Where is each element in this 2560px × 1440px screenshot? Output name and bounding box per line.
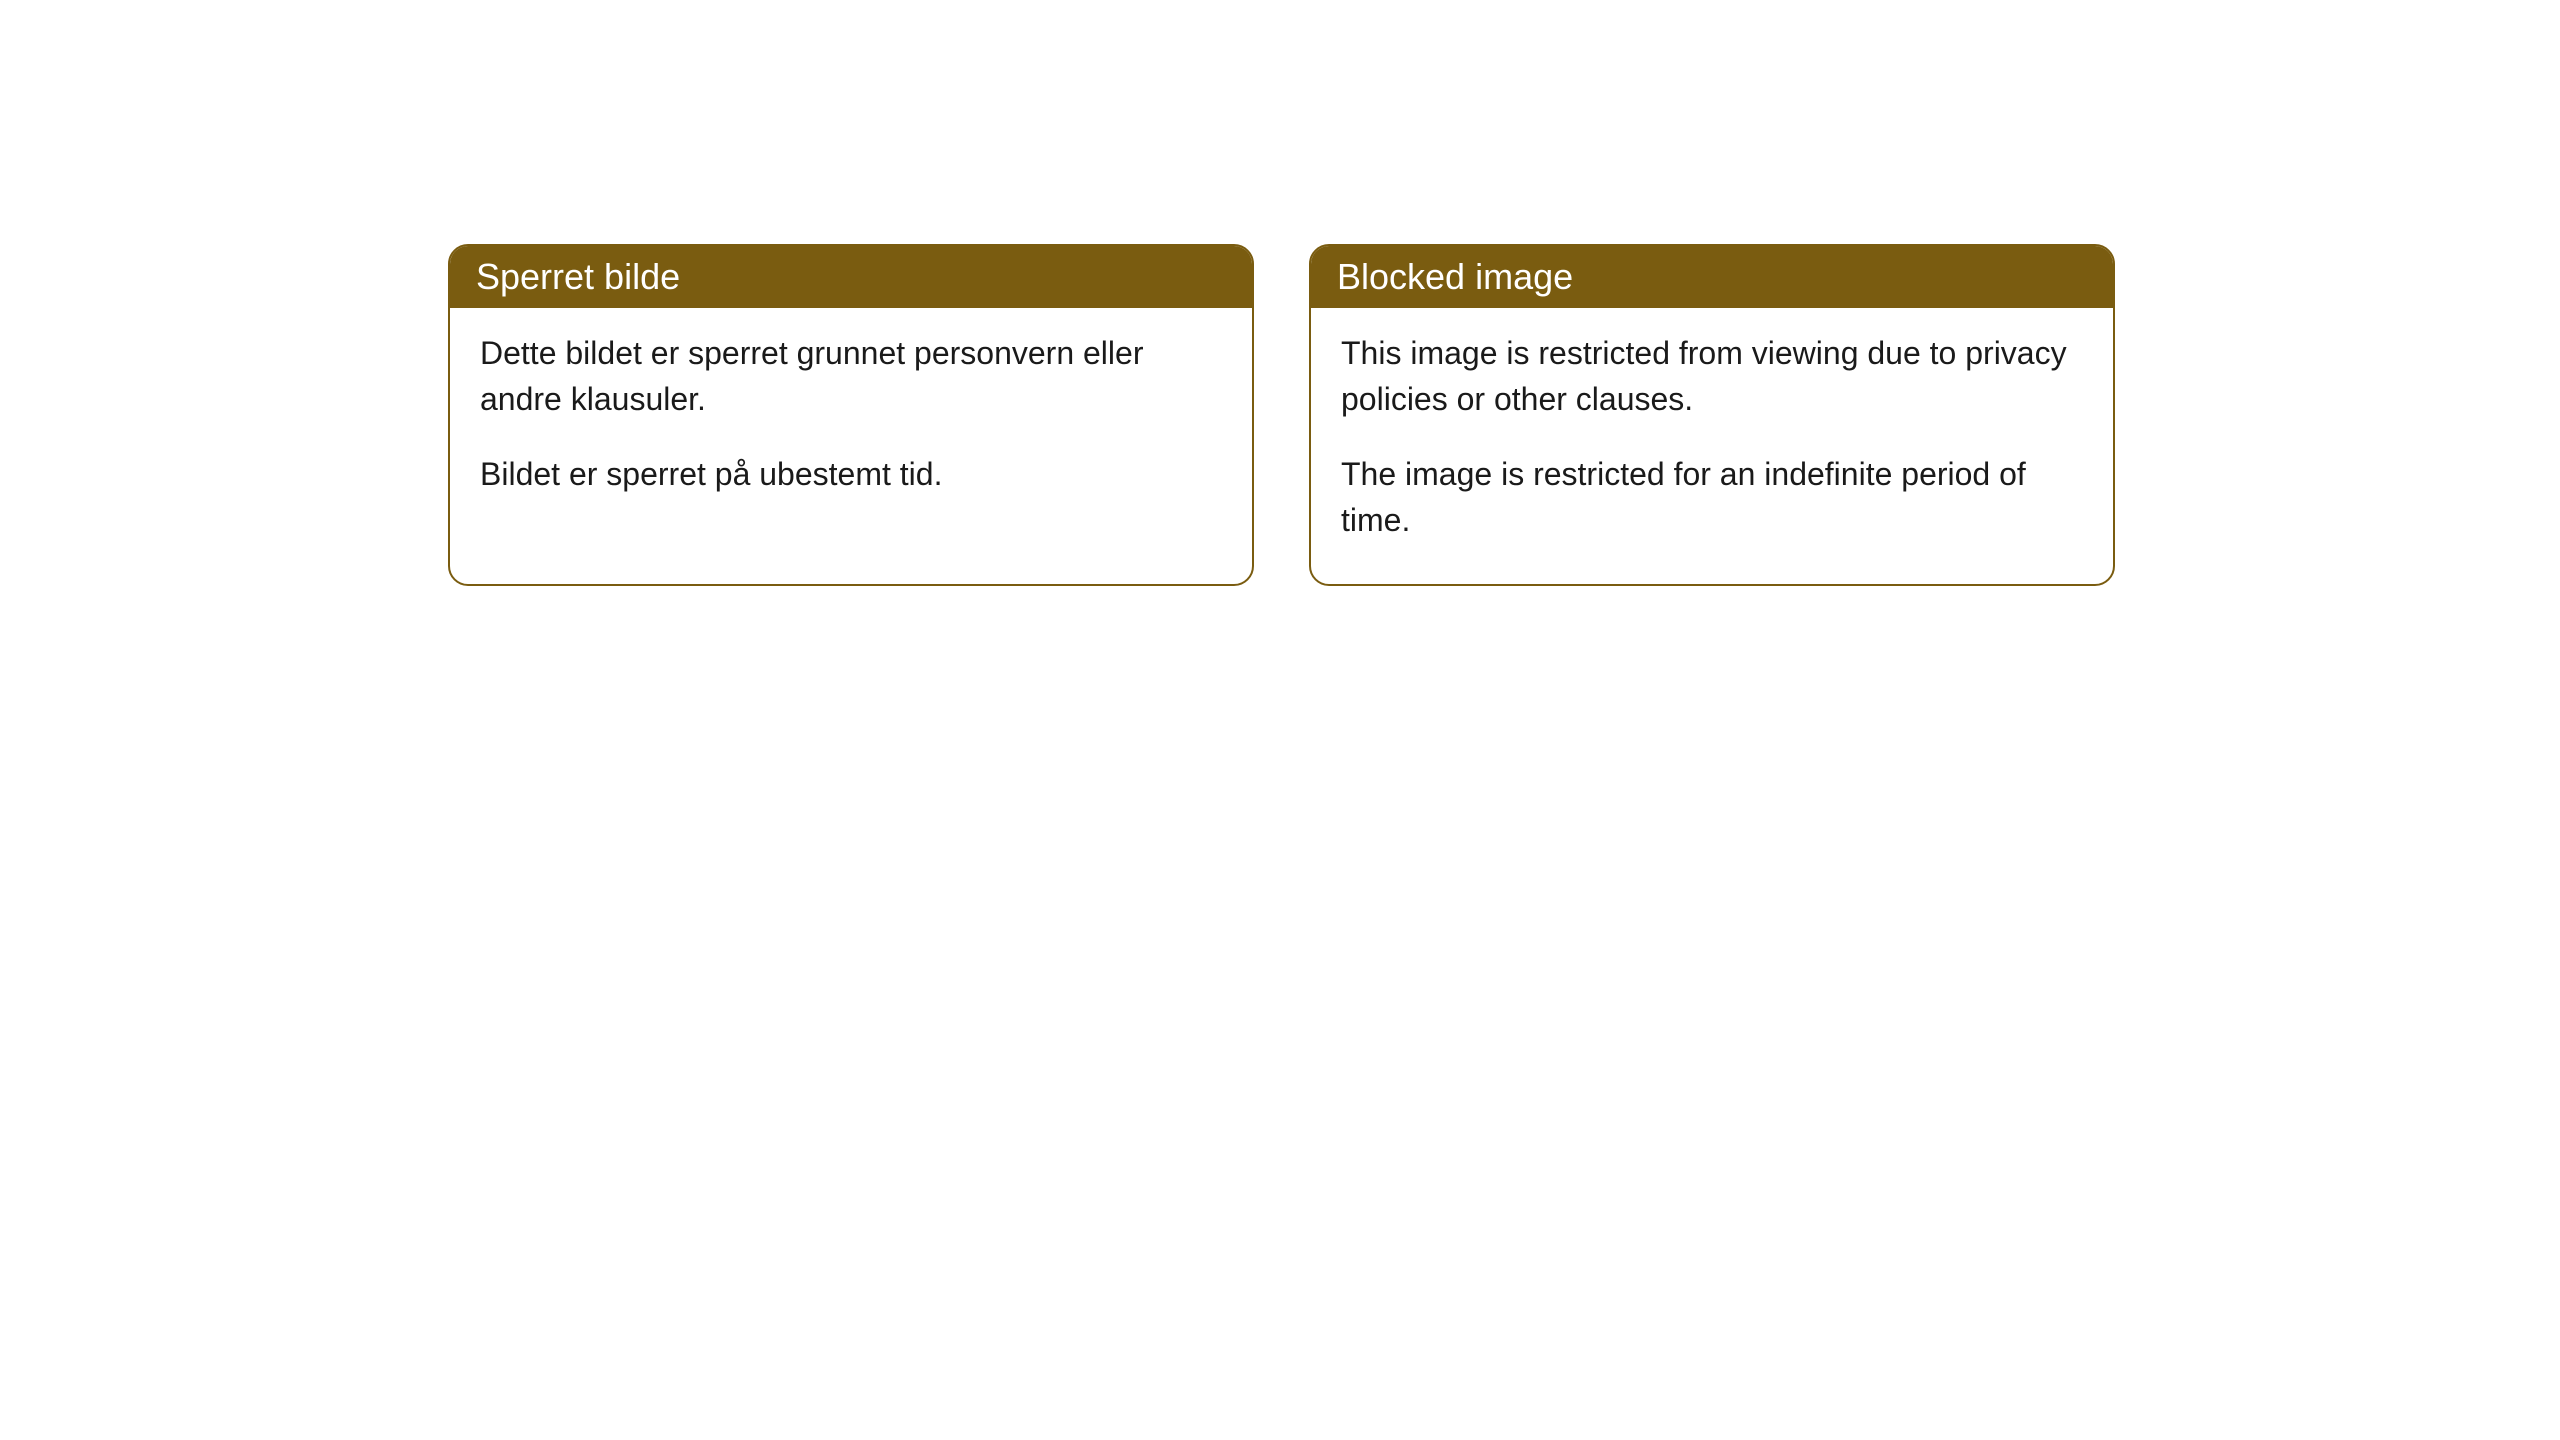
card-paragraph: This image is restricted from viewing du… xyxy=(1341,330,2083,423)
card-body: This image is restricted from viewing du… xyxy=(1311,308,2113,584)
card-header: Blocked image xyxy=(1311,246,2113,308)
notice-card-english: Blocked image This image is restricted f… xyxy=(1309,244,2115,586)
notice-card-norwegian: Sperret bilde Dette bildet er sperret gr… xyxy=(448,244,1254,586)
card-paragraph: The image is restricted for an indefinit… xyxy=(1341,451,2083,544)
card-header: Sperret bilde xyxy=(450,246,1252,308)
card-title: Sperret bilde xyxy=(476,256,680,297)
card-body: Dette bildet er sperret grunnet personve… xyxy=(450,308,1252,537)
notice-container: Sperret bilde Dette bildet er sperret gr… xyxy=(448,244,2115,586)
card-paragraph: Dette bildet er sperret grunnet personve… xyxy=(480,330,1222,423)
card-paragraph: Bildet er sperret på ubestemt tid. xyxy=(480,451,1222,497)
card-title: Blocked image xyxy=(1337,256,1573,297)
